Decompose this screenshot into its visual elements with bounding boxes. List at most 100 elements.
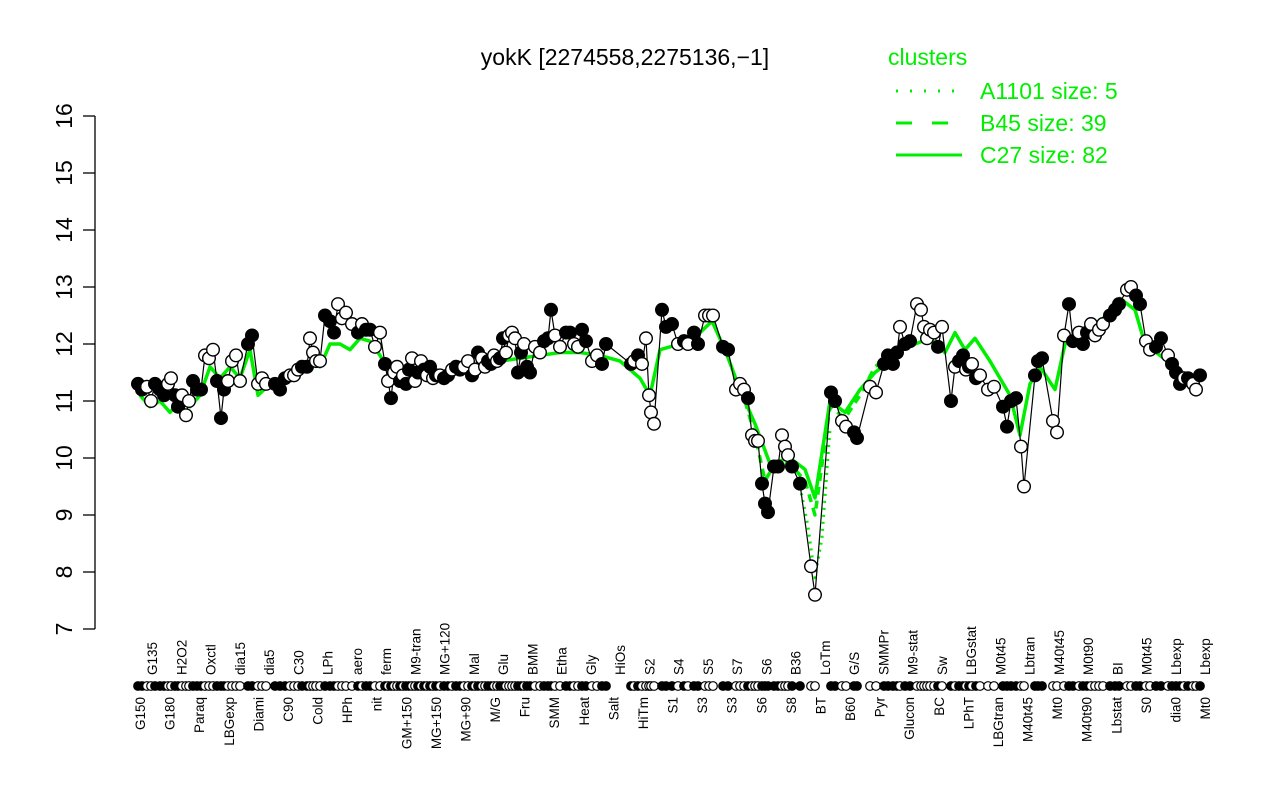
data-point — [313, 354, 328, 369]
data-point — [220, 374, 235, 389]
data-point — [373, 325, 388, 340]
y-tick-label: 16 — [51, 103, 77, 129]
data-point — [1000, 419, 1015, 434]
data-point — [771, 459, 786, 474]
x-tick-label: Lbtran — [1023, 637, 1038, 675]
data-point — [793, 476, 808, 491]
x-tick-label: Gly — [584, 655, 599, 676]
x-tick-label: S8 — [784, 697, 799, 714]
x-tick-label: LBGtran — [991, 697, 1006, 747]
x-tick-label: ferm — [379, 648, 394, 675]
x-tick-label: G180 — [163, 697, 178, 730]
data-point — [1045, 413, 1060, 428]
data-point — [850, 431, 865, 446]
x-tick-label: MG+150 — [429, 697, 444, 749]
data-point — [973, 368, 988, 383]
data-point — [232, 374, 247, 389]
x-tick-label: Glu — [496, 654, 511, 675]
x-tick-label: S1 — [666, 697, 681, 714]
data-point — [579, 334, 594, 349]
data-point — [384, 391, 399, 406]
data-point — [886, 356, 901, 371]
x-tick-label: Cold — [311, 697, 326, 725]
data-point — [761, 505, 776, 520]
x-tick-label: Mt0 — [1050, 697, 1065, 720]
x-tick-label: LBGexp — [222, 697, 237, 746]
data-point — [721, 342, 736, 357]
data-point — [741, 391, 756, 406]
data-point — [706, 308, 721, 323]
x-tick-label: Heat — [577, 697, 592, 726]
data-point — [691, 337, 706, 352]
data-point — [1061, 297, 1076, 312]
solid-line-icon — [896, 153, 962, 157]
data-point — [1188, 382, 1203, 397]
x-tick-label: HiTm — [636, 697, 651, 729]
dashed-line-icon — [896, 121, 962, 125]
data-point — [181, 394, 196, 409]
y-tick-label: 8 — [51, 566, 77, 579]
x-tick-label: S3 — [725, 697, 740, 714]
chart-title: yokK [2274558,2275136,−1] — [480, 44, 770, 70]
legend-title: clusters — [888, 44, 968, 70]
x-tick-label: Salt — [606, 697, 621, 721]
data-point — [1034, 351, 1049, 366]
x-tick-label: LPhT — [961, 697, 976, 729]
data-point — [808, 587, 823, 602]
x-tick-label: Pyr — [873, 696, 888, 717]
cluster-lines — [138, 296, 1201, 580]
x-axis-labels: G150 G180 Paraq LBGexp Diami C90 Cold HPh nit GM+… — [133, 623, 1213, 749]
data-point — [327, 325, 342, 340]
y-tick-label: 11 — [51, 389, 77, 413]
x-tick-label: M0t90 — [1081, 637, 1096, 675]
data-point — [213, 411, 228, 426]
x-tick-label: BC — [932, 697, 947, 716]
data-point — [914, 302, 929, 317]
y-tick-label: 7 — [51, 623, 77, 636]
legend-entry-a1101: A1101 size: 5 — [888, 75, 1118, 107]
legend-label: A1101 size: 5 — [980, 77, 1118, 104]
data-point — [205, 342, 220, 357]
x-tick-label: LBGstat — [964, 626, 979, 675]
legend-entry-b45: B45 size: 39 — [888, 107, 1118, 139]
data-point — [563, 325, 578, 340]
data-point — [1009, 391, 1024, 406]
x-tick-label: M40t45 — [1021, 697, 1036, 742]
x-tick-label: Etha — [555, 647, 570, 675]
x-tick-label: M/G — [488, 697, 503, 723]
data-point — [893, 319, 908, 334]
x-tick-label: Lbexp — [1198, 638, 1213, 675]
data-point — [944, 394, 959, 409]
y-tick-label: 14 — [51, 217, 77, 243]
x-tick-label: Sw — [935, 656, 950, 675]
data-point — [828, 394, 843, 409]
legend: clusters A1101 size: 5 B45 size: 39 C27 … — [888, 44, 1118, 171]
data-point — [553, 339, 568, 354]
y-tick-label: 10 — [51, 445, 77, 471]
y-tick-label: 12 — [51, 331, 77, 357]
legend-label: C27 size: 82 — [980, 141, 1108, 168]
data-point — [1153, 331, 1168, 346]
data-point — [1014, 439, 1029, 454]
cluster-line-dashed — [743, 354, 892, 517]
x-tick-label: M9-stat — [906, 630, 921, 675]
x-tick-label: Mal — [467, 653, 482, 675]
x-tick-label: S6 — [754, 697, 769, 714]
data-point — [687, 325, 702, 340]
data-point — [368, 339, 383, 354]
data-point — [523, 365, 538, 380]
data-point — [869, 385, 884, 400]
data-point — [635, 356, 650, 371]
x-tick-label: G150 — [133, 697, 148, 730]
data-point — [987, 379, 1002, 394]
x-tick-label: M0t45 — [1140, 637, 1155, 675]
legend-entry-c27: C27 size: 82 — [888, 139, 1118, 171]
x-tick-label: GM+150 — [399, 697, 414, 749]
x-tick-label: G135 — [145, 642, 160, 675]
data-point — [331, 297, 346, 312]
x-tick-label: Lbstat — [1109, 697, 1124, 734]
data-point — [965, 356, 980, 371]
y-axis: 7 8 9 10 11 12 13 14 15 16 — [51, 103, 96, 636]
x-tick-label: B36 — [789, 651, 804, 675]
